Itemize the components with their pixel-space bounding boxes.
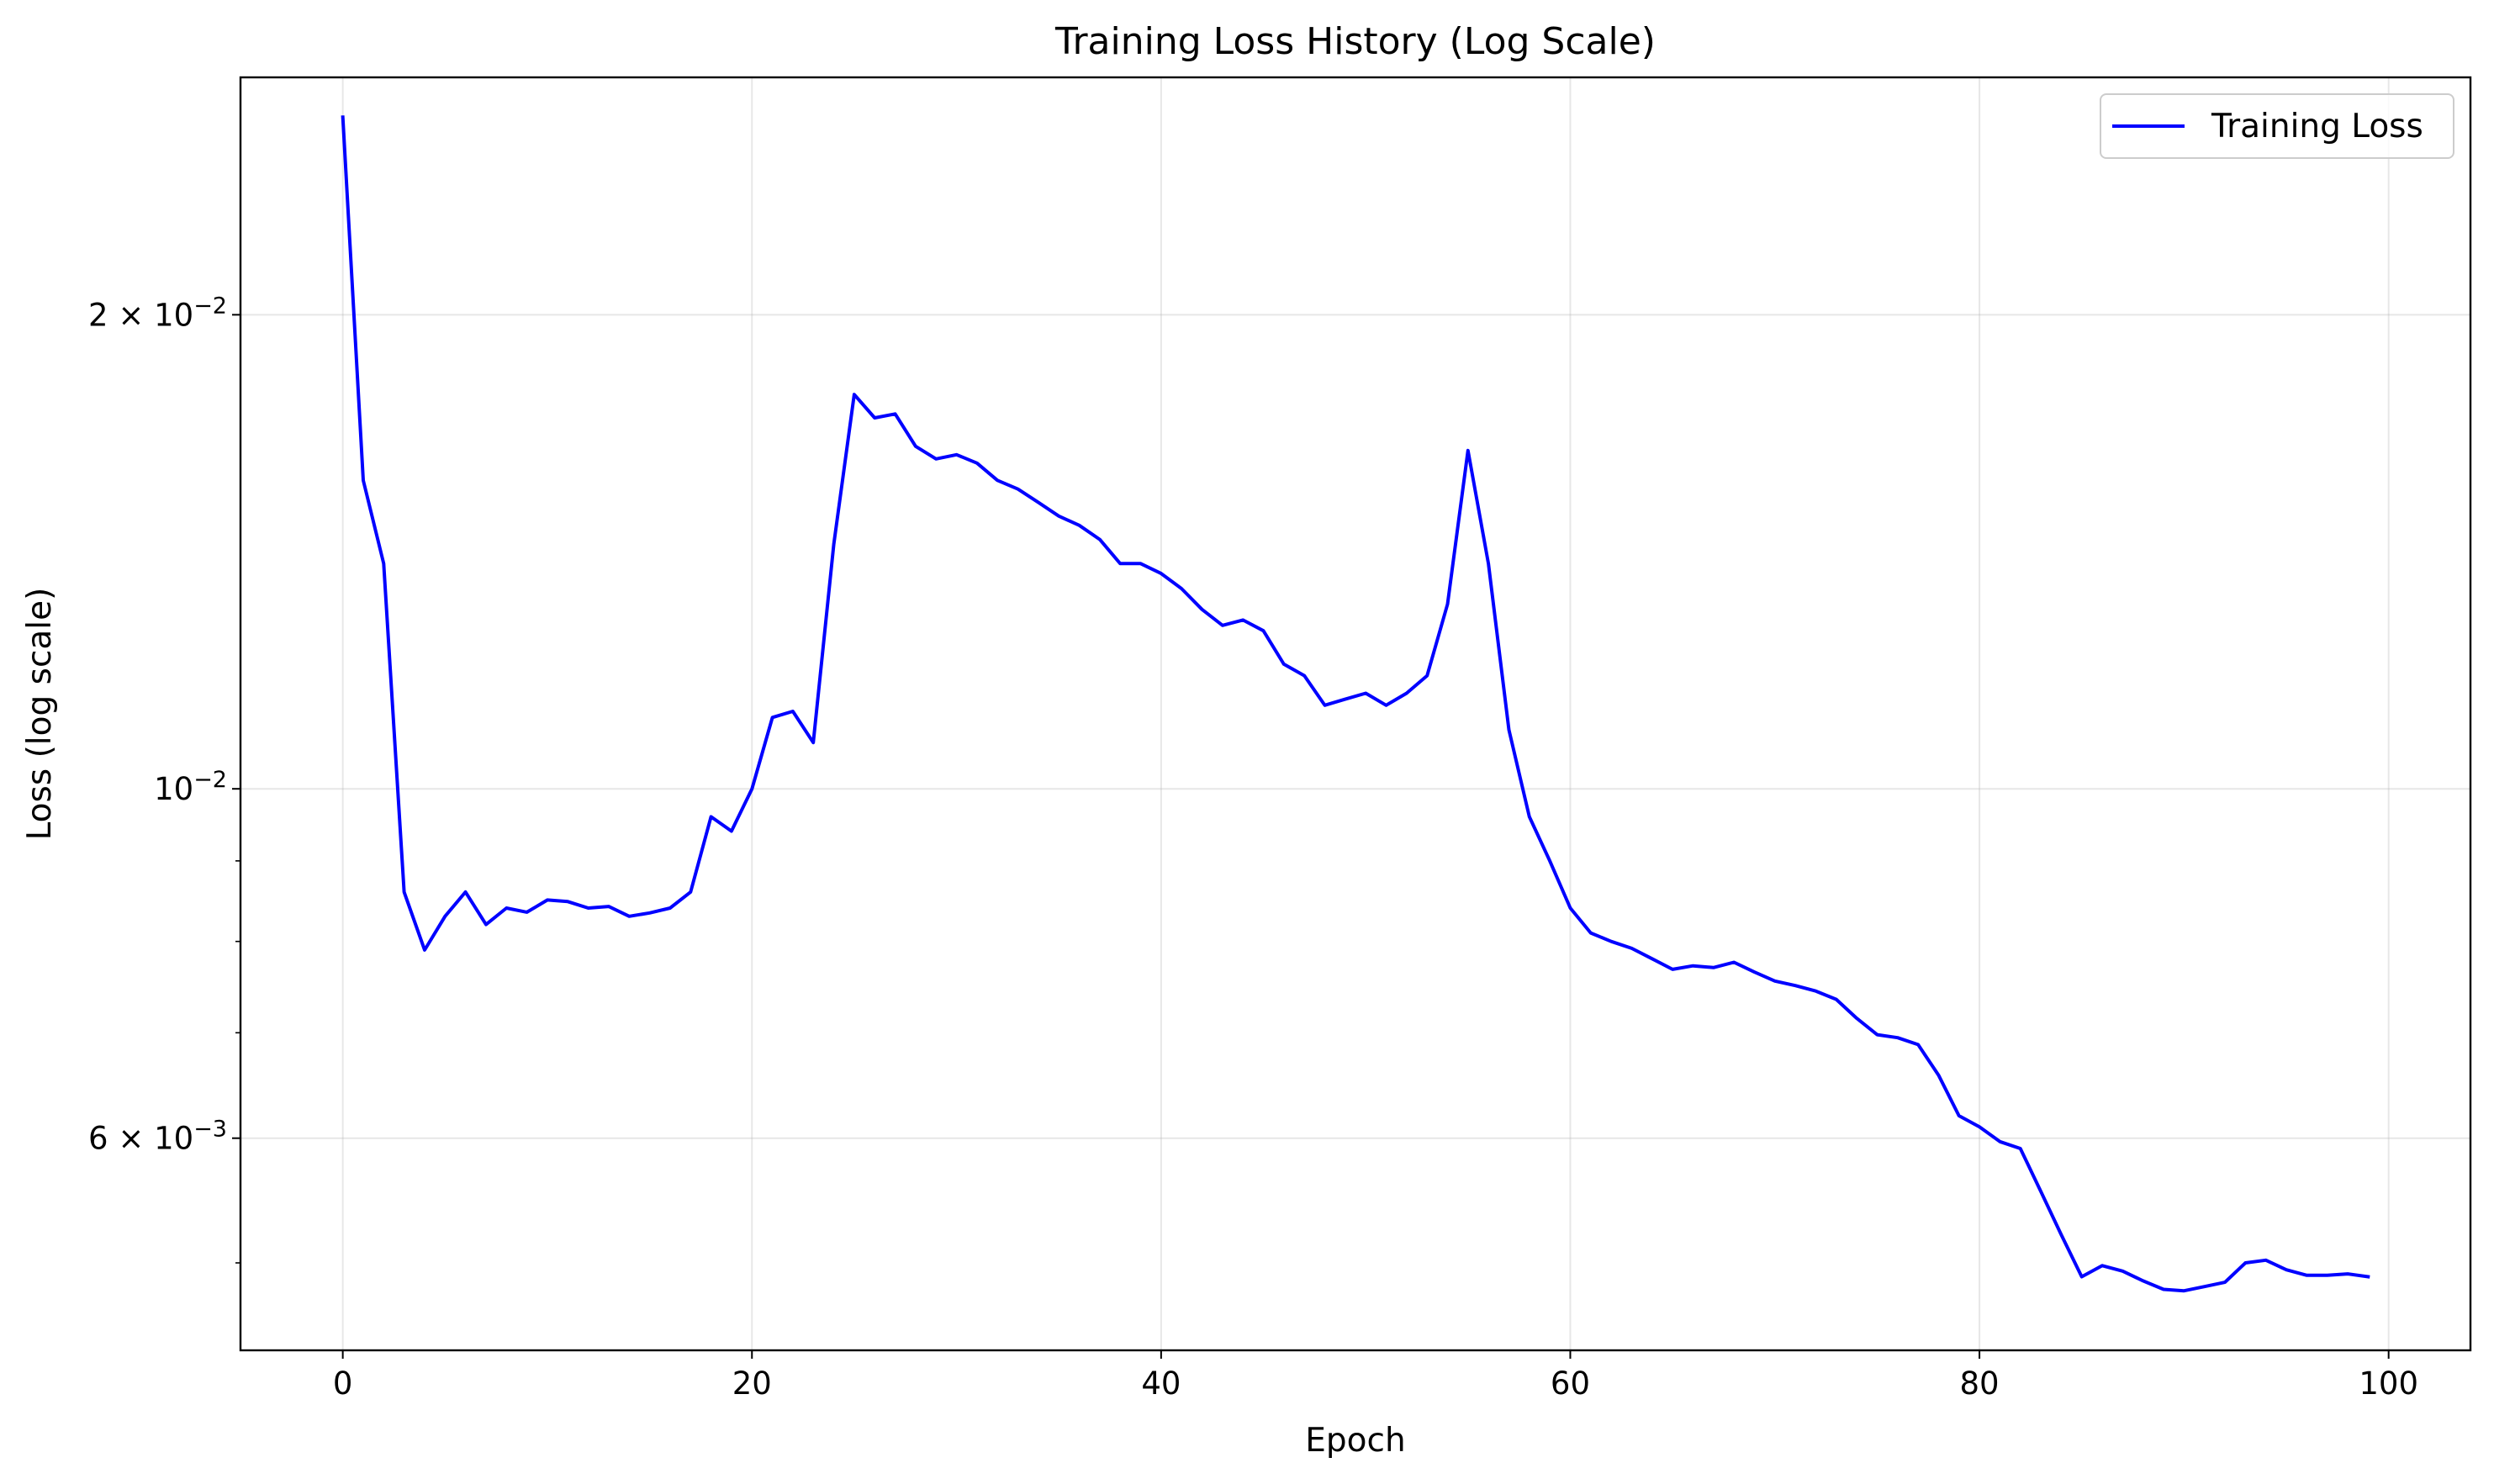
x-tick-label: 60 <box>1551 1365 1590 1402</box>
series-line-training-loss <box>341 115 2370 1293</box>
legend-label: Training Loss <box>2211 108 2423 145</box>
series-layer <box>341 115 2370 1293</box>
x-axis-label: Epoch <box>1305 1422 1405 1460</box>
x-tick-label: 20 <box>732 1365 772 1402</box>
legend-box <box>2100 93 2454 159</box>
x-tick-label: 40 <box>1141 1365 1181 1402</box>
chart-title: Training Loss History (Log Scale) <box>1054 20 1656 63</box>
legend: Training Loss <box>2100 93 2454 159</box>
x-tick-label: 100 <box>2359 1365 2418 1402</box>
x-tick-label: 0 <box>333 1365 353 1402</box>
y-axis-label: Loss (log scale) <box>21 588 59 841</box>
x-tick-label: 80 <box>1960 1365 2000 1402</box>
grid-lines <box>240 77 2470 1350</box>
plot-frame <box>239 76 2472 1352</box>
